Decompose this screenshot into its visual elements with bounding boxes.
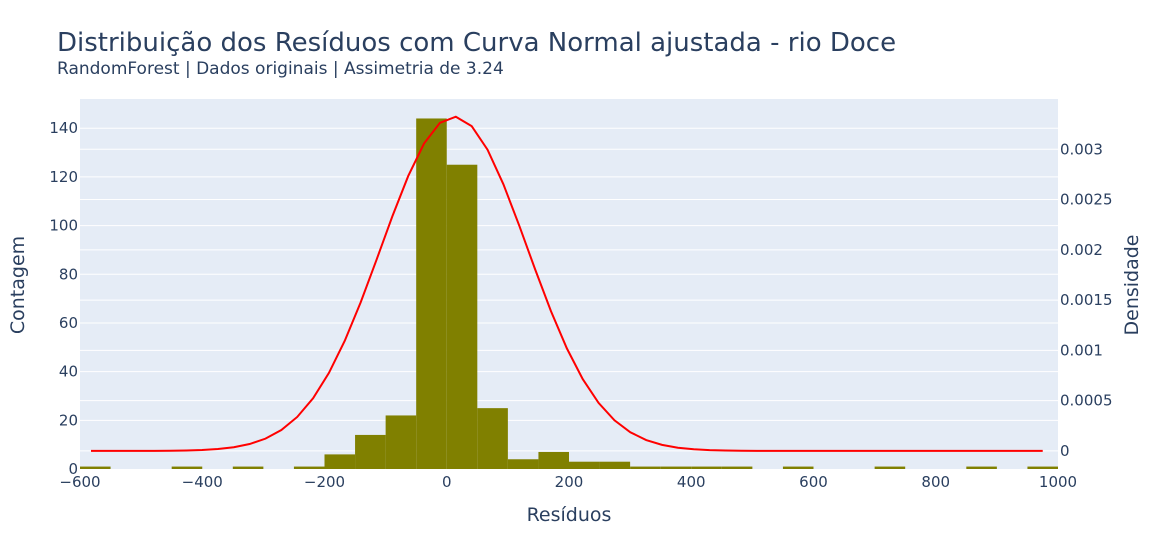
histogram-bar bbox=[507, 459, 539, 469]
y2-tick-label: 0.0015 bbox=[1060, 291, 1113, 309]
x-tick-label: −200 bbox=[304, 473, 345, 491]
x-tick-label: −600 bbox=[59, 473, 100, 491]
x-tick-label: 600 bbox=[799, 473, 828, 491]
x-tick-label: −400 bbox=[182, 473, 223, 491]
histogram-bar bbox=[569, 461, 600, 469]
y-tick-label: 20 bbox=[59, 411, 78, 429]
histogram-bar bbox=[782, 466, 814, 469]
histogram-bar bbox=[874, 466, 906, 469]
y2-tick-label: 0.001 bbox=[1060, 341, 1103, 359]
y-axis-ticks: 0 20 40 60 80 100 120 140 bbox=[49, 119, 78, 478]
histogram-bar bbox=[385, 415, 417, 469]
histogram-bar bbox=[721, 466, 753, 469]
histogram-bar bbox=[599, 461, 631, 469]
x-axis-title: Resíduos bbox=[527, 504, 612, 526]
gridlines bbox=[80, 127, 1058, 452]
chart-title: Distribuição dos Resíduos com Curva Norm… bbox=[57, 28, 896, 58]
y-tick-label: 120 bbox=[49, 168, 78, 186]
y2-tick-label: 0.0025 bbox=[1060, 191, 1113, 209]
histogram-bar bbox=[232, 466, 264, 469]
normal-curve-line bbox=[91, 115, 1043, 452]
y-tick-label: 0 bbox=[68, 460, 78, 478]
y2-axis-title: Densidade bbox=[1121, 235, 1143, 336]
histogram-bar bbox=[355, 434, 386, 469]
x-tick-label: 0 bbox=[442, 473, 452, 491]
y-tick-label: 60 bbox=[59, 314, 78, 332]
y2-tick-label: 0.002 bbox=[1060, 241, 1103, 259]
histogram-bar bbox=[446, 164, 478, 469]
histogram-bar bbox=[660, 466, 692, 469]
histogram-bar bbox=[416, 118, 447, 469]
plot-area bbox=[80, 99, 1058, 469]
x-axis-ticks: −600 −400 −200 0 200 400 600 800 1000 bbox=[59, 473, 1077, 491]
y2-tick-label: 0.003 bbox=[1060, 140, 1103, 158]
x-tick-label: 800 bbox=[921, 473, 950, 491]
x-tick-label: 1000 bbox=[1039, 473, 1077, 491]
histogram-bar bbox=[171, 466, 203, 469]
y2-axis-ticks: 0 0.0005 0.001 0.0015 0.002 0.0025 0.003 bbox=[1060, 140, 1113, 460]
y-tick-label: 40 bbox=[59, 363, 78, 381]
y-tick-label: 140 bbox=[49, 119, 78, 137]
histogram-bar bbox=[630, 466, 661, 469]
y-tick-label: 100 bbox=[49, 217, 78, 235]
chart-subtitle: RandomForest | Dados originais | Assimet… bbox=[57, 59, 504, 79]
histogram-bar bbox=[1027, 466, 1058, 469]
y2-tick-label: 0.0005 bbox=[1060, 392, 1113, 410]
histogram-bar bbox=[324, 454, 356, 469]
x-tick-label: 200 bbox=[555, 473, 584, 491]
x-tick-label: 400 bbox=[677, 473, 706, 491]
histogram-bar bbox=[477, 408, 508, 469]
y-axis-title: Contagem bbox=[7, 236, 29, 334]
histogram-bar bbox=[691, 466, 722, 469]
y-tick-label: 80 bbox=[59, 265, 78, 283]
histogram-bar bbox=[293, 466, 325, 469]
histogram-bar bbox=[538, 451, 569, 469]
histogram-bar bbox=[80, 466, 111, 469]
histogram-bar bbox=[966, 466, 997, 469]
y2-tick-label: 0 bbox=[1060, 442, 1070, 460]
histogram-bars bbox=[80, 118, 1058, 469]
